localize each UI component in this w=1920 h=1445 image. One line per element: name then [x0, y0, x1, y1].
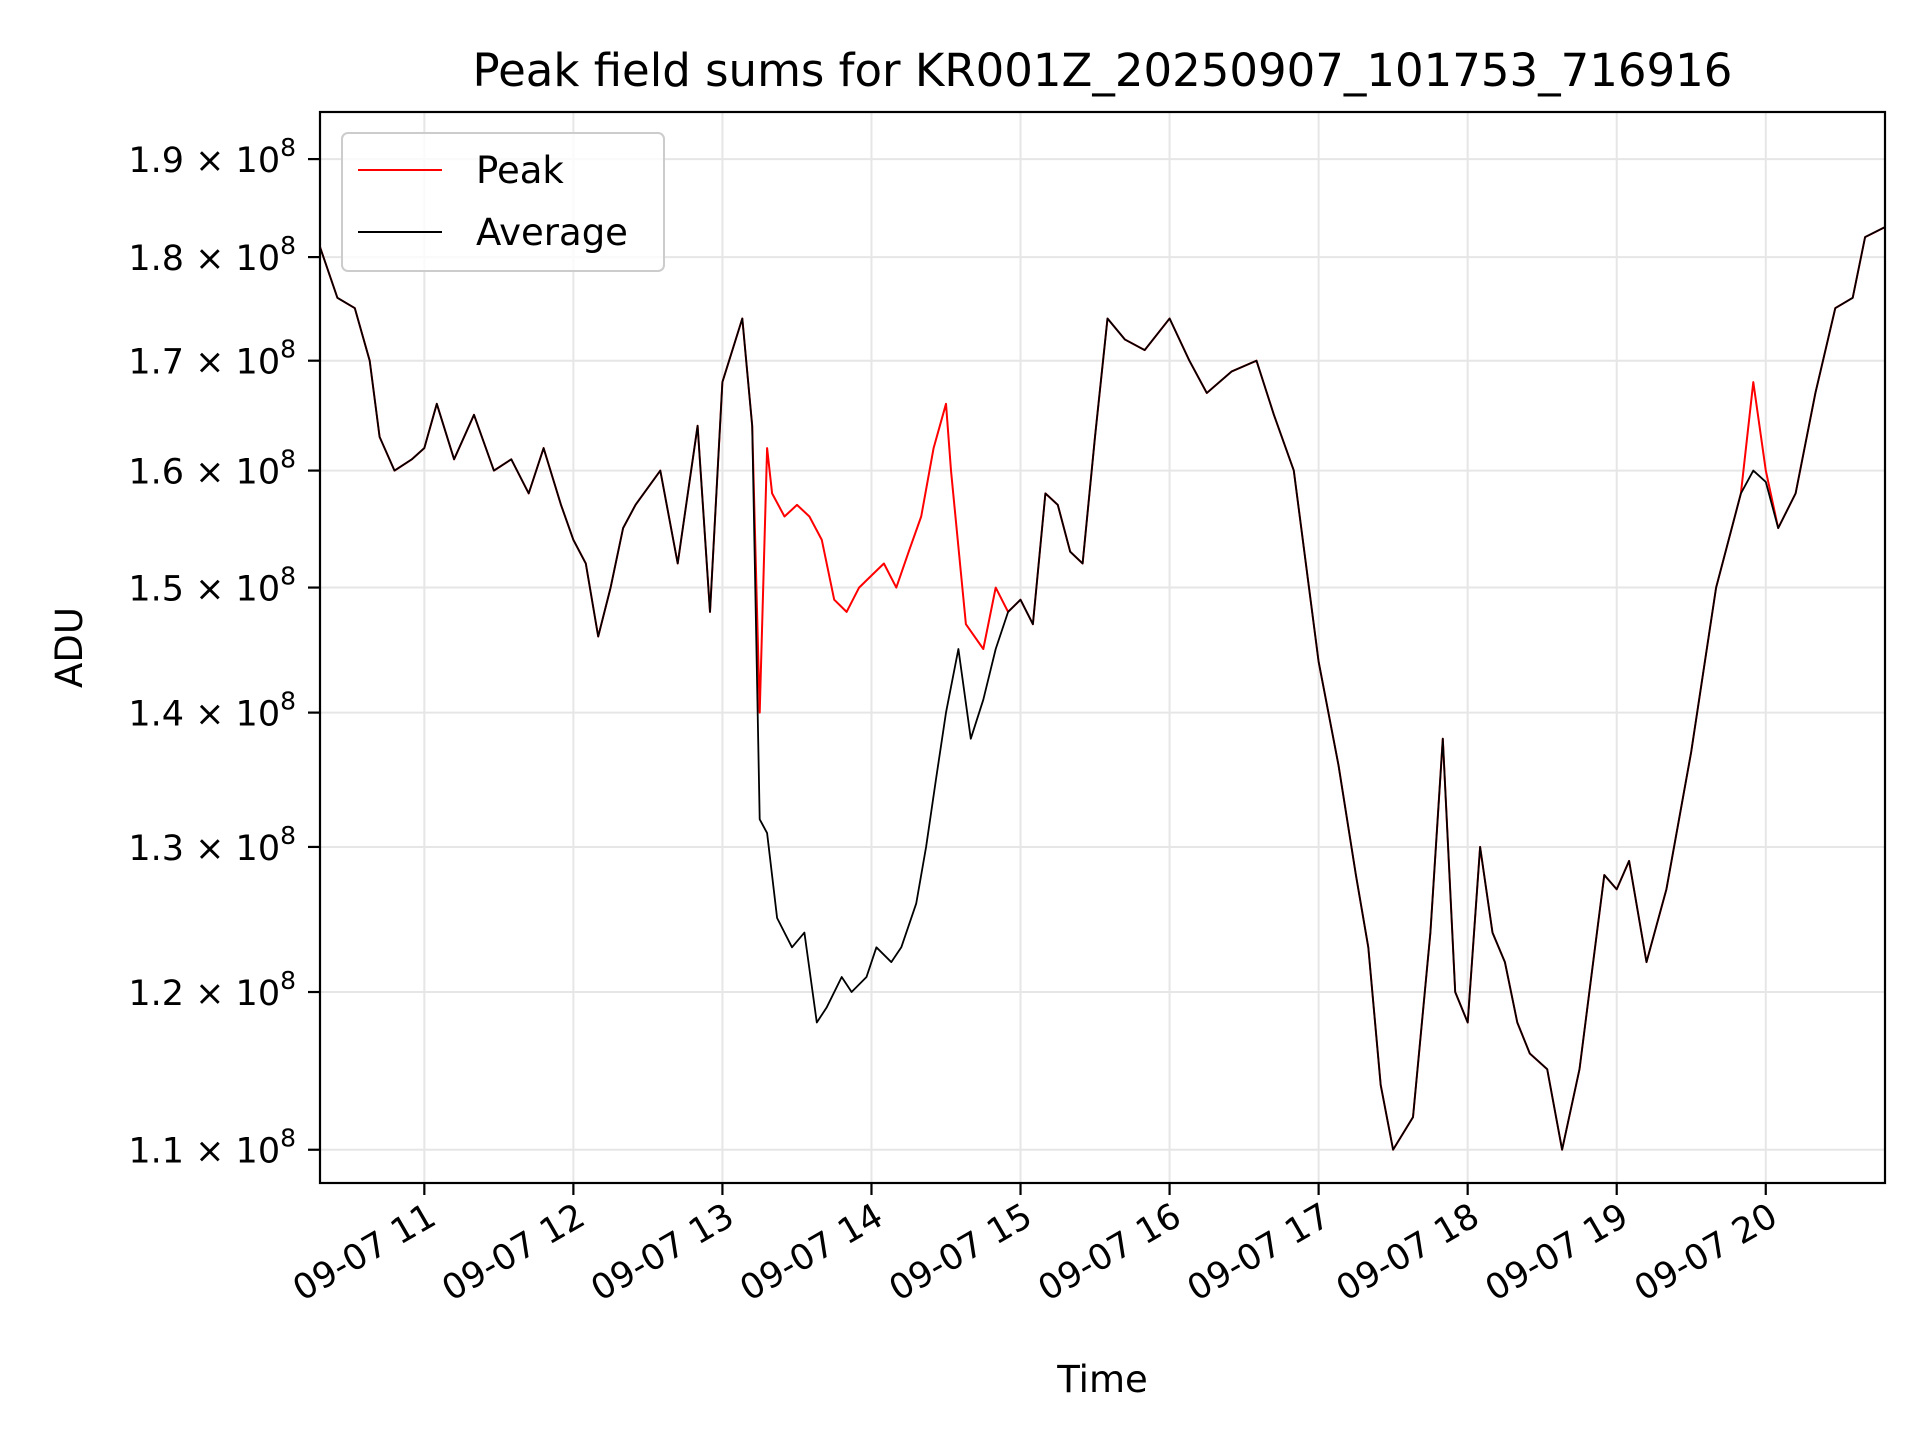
y-tick-label: 1.1 × 108	[128, 1124, 296, 1172]
y-tick-label: 1.5 × 108	[128, 562, 296, 610]
chart-title: Peak field sums for KR001Z_20250907_1017…	[473, 44, 1733, 97]
y-axis-label: ADU	[48, 607, 91, 688]
y-tick-label: 1.4 × 108	[128, 687, 296, 735]
y-tick-label: 1.3 × 108	[128, 821, 296, 869]
y-tick-label: 1.6 × 108	[128, 445, 296, 493]
legend-box	[341, 132, 665, 272]
series-layer	[319, 226, 1886, 1151]
x-axis-label: Time	[1056, 1358, 1148, 1401]
y-tick-label: 1.8 × 108	[128, 231, 296, 279]
legend-label-peak: Peak	[476, 149, 564, 192]
series-line-average	[319, 226, 1886, 1151]
legend-label-average: Average	[476, 211, 628, 254]
legend: Peak Average	[341, 132, 665, 272]
y-tick-label: 1.2 × 108	[128, 966, 296, 1014]
plot-frame	[318, 110, 1887, 1185]
y-tick-label: 1.9 × 108	[128, 133, 296, 181]
y-tick-label: 1.7 × 108	[128, 335, 296, 383]
